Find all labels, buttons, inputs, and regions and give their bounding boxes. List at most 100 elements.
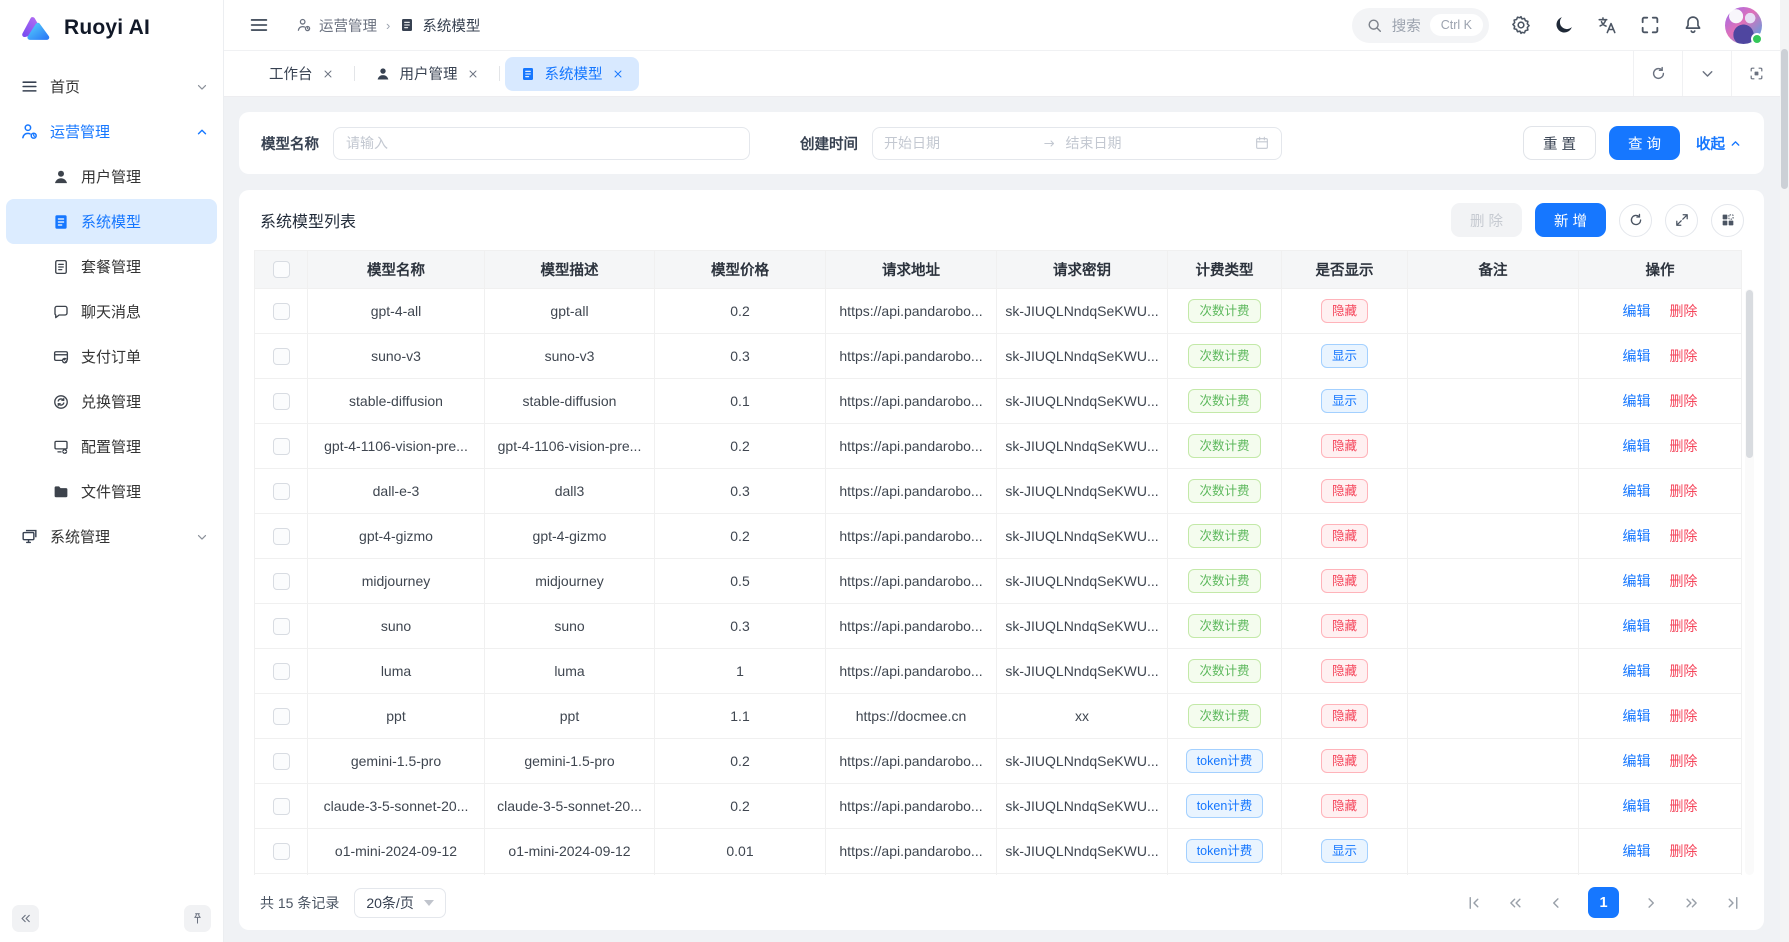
logo[interactable]: Ruoyi AI [0, 0, 223, 56]
date-range-picker[interactable]: 开始日期 结束日期 [872, 126, 1282, 160]
page-scrollbar[interactable] [1780, 0, 1789, 942]
row-checkbox[interactable] [272, 662, 290, 680]
sidebar-item-label: 套餐管理 [81, 259, 142, 276]
delete-link[interactable]: 删除 [1669, 663, 1698, 679]
delete-link[interactable]: 删除 [1669, 483, 1698, 499]
edit-link[interactable]: 编辑 [1622, 573, 1651, 589]
sidebar-item-home[interactable]: 首页 [0, 64, 223, 109]
sidebar-item-user-management[interactable]: 用户管理 [6, 154, 217, 199]
table-scrollbar[interactable] [1745, 289, 1754, 875]
next-page-button[interactable] [1642, 894, 1660, 912]
delete-link[interactable]: 删除 [1669, 798, 1698, 814]
dark-mode-moon-icon[interactable] [1553, 14, 1575, 36]
row-checkbox[interactable] [272, 752, 290, 770]
sidebar-item-operations[interactable]: 运营管理 [0, 109, 223, 154]
edit-link[interactable]: 编辑 [1622, 843, 1651, 859]
edit-link[interactable]: 编辑 [1622, 438, 1651, 454]
row-checkbox[interactable] [272, 527, 290, 545]
edit-link[interactable]: 编辑 [1622, 303, 1651, 319]
sidebar-item-system-management[interactable]: 系统管理 [0, 514, 223, 559]
row-checkbox[interactable] [272, 572, 290, 590]
delete-link[interactable]: 删除 [1669, 348, 1698, 364]
sidebar-item-file-management[interactable]: 文件管理 [6, 469, 217, 514]
page-size-select[interactable]: 20条/页 [354, 887, 446, 918]
column-settings-button[interactable] [1711, 203, 1744, 237]
prev-page-button[interactable] [1547, 894, 1565, 912]
delete-link[interactable]: 删除 [1669, 753, 1698, 769]
sidebar-item-payment-orders[interactable]: 支付订单 [6, 334, 217, 379]
hamburger-menu-icon[interactable] [248, 14, 270, 36]
edit-link[interactable]: 编辑 [1622, 798, 1651, 814]
table-fullscreen-button[interactable] [1665, 203, 1698, 237]
fullscreen-icon[interactable] [1639, 14, 1661, 36]
collapse-sidebar-button[interactable] [12, 905, 39, 932]
row-checkbox[interactable] [272, 617, 290, 635]
sidebar-item-exchange-management[interactable]: 兑换管理 [6, 379, 217, 424]
create-time-label: 创建时间 [800, 136, 858, 153]
current-page[interactable]: 1 [1588, 887, 1619, 918]
user-avatar[interactable] [1725, 6, 1763, 45]
delete-link[interactable]: 删除 [1669, 708, 1698, 724]
first-page-button[interactable] [1465, 894, 1483, 912]
table-refresh-button[interactable] [1619, 203, 1652, 237]
sidebar-item-system-model[interactable]: 系统模型 [6, 199, 217, 244]
prev-5-pages-button[interactable] [1506, 894, 1524, 912]
delete-link[interactable]: 删除 [1669, 393, 1698, 409]
breadcrumb-system-model[interactable]: 系统模型 [399, 15, 480, 36]
edit-link[interactable]: 编辑 [1622, 348, 1651, 364]
settings-gear-icon[interactable] [1510, 14, 1532, 36]
edit-link[interactable]: 编辑 [1622, 663, 1651, 679]
add-button[interactable]: 新 增 [1534, 203, 1606, 237]
content-fullscreen-button[interactable] [1731, 51, 1780, 96]
collapse-filter-link[interactable]: 收起 [1696, 133, 1742, 154]
close-icon[interactable] [612, 68, 624, 80]
page-scrollbar-thumb[interactable] [1781, 49, 1788, 189]
sidebar-item-config-management[interactable]: 配置管理 [6, 424, 217, 469]
select-all-checkbox[interactable] [272, 261, 290, 278]
row-checkbox[interactable] [272, 302, 290, 320]
global-search[interactable]: 搜索 Ctrl K [1351, 7, 1489, 43]
table-scrollbar-thumb[interactable] [1746, 290, 1753, 458]
tab-system-model[interactable]: 系统模型 [504, 56, 639, 91]
last-page-button[interactable] [1724, 894, 1742, 912]
row-checkbox[interactable] [272, 437, 290, 455]
column-header: 计费类型 [1167, 250, 1282, 289]
delete-link[interactable]: 删除 [1669, 303, 1698, 319]
row-checkbox[interactable] [272, 842, 290, 860]
edit-link[interactable]: 编辑 [1622, 618, 1651, 634]
edit-link[interactable]: 编辑 [1622, 753, 1651, 769]
language-translate-icon[interactable] [1596, 14, 1618, 36]
breadcrumb-operations[interactable]: 运营管理 [296, 15, 377, 36]
delete-link[interactable]: 删除 [1669, 843, 1698, 859]
edit-link[interactable]: 编辑 [1622, 528, 1651, 544]
request-key-cell: sk-JIUQLNndqSeKWU... [996, 828, 1168, 874]
row-checkbox[interactable] [272, 707, 290, 725]
reset-button[interactable]: 重 置 [1522, 126, 1596, 160]
close-icon[interactable] [467, 68, 479, 80]
edit-link[interactable]: 编辑 [1622, 708, 1651, 724]
delete-button[interactable]: 删 除 [1450, 203, 1522, 237]
delete-link[interactable]: 删除 [1669, 573, 1698, 589]
edit-link[interactable]: 编辑 [1622, 483, 1651, 499]
delete-link[interactable]: 删除 [1669, 528, 1698, 544]
row-checkbox[interactable] [272, 347, 290, 365]
row-checkbox[interactable] [272, 482, 290, 500]
next-5-pages-button[interactable] [1683, 894, 1701, 912]
sidebar-item-chat-messages[interactable]: 聊天消息 [6, 289, 217, 334]
tab-menu-button[interactable] [1682, 51, 1731, 96]
tab-workbench[interactable]: 工作台 [254, 57, 349, 91]
query-button[interactable]: 查 询 [1608, 126, 1680, 160]
pin-sidebar-button[interactable] [184, 905, 211, 932]
edit-link[interactable]: 编辑 [1622, 393, 1651, 409]
delete-link[interactable]: 删除 [1669, 438, 1698, 454]
sidebar-item-package-management[interactable]: 套餐管理 [6, 244, 217, 289]
notifications-bell-icon[interactable] [1682, 14, 1704, 36]
delete-link[interactable]: 删除 [1669, 618, 1698, 634]
tab-user-management[interactable]: 用户管理 [360, 57, 494, 91]
model-name-input[interactable] [333, 126, 750, 160]
pin-icon [190, 911, 205, 926]
close-icon[interactable] [322, 68, 334, 80]
row-checkbox[interactable] [272, 797, 290, 815]
refresh-tab-button[interactable] [1633, 51, 1682, 96]
row-checkbox[interactable] [272, 392, 290, 410]
